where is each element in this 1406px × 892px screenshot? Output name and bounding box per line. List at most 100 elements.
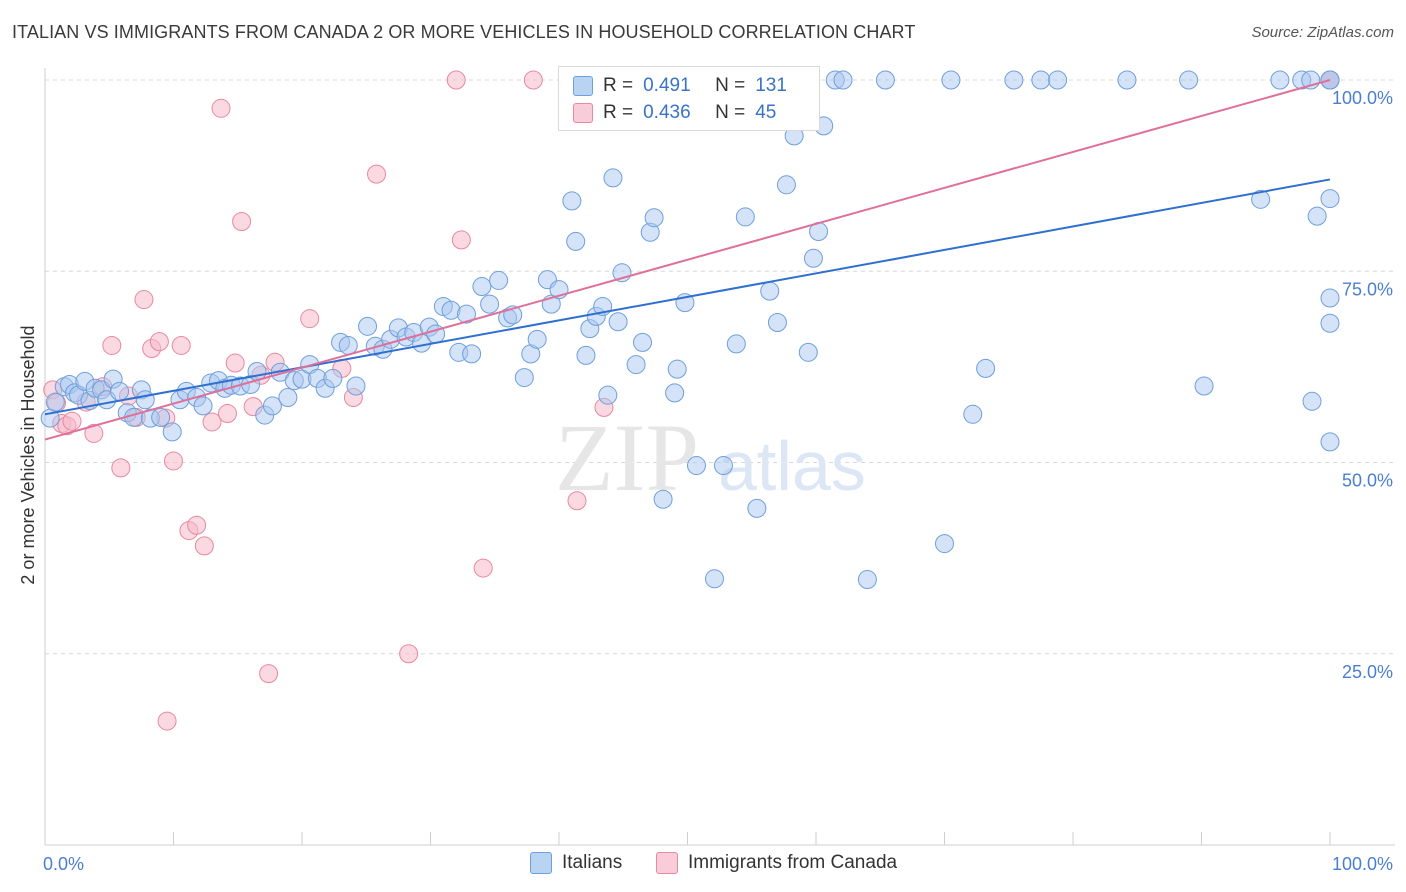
- italians-trend-line: [44, 178, 1331, 416]
- italians-point: [1307, 206, 1327, 226]
- italians-point: [480, 294, 500, 314]
- italians-point: [803, 248, 823, 268]
- italians-point: [110, 381, 130, 401]
- italians-point: [941, 70, 961, 90]
- watermark: ZIP atlas: [555, 404, 866, 511]
- trend-lines: [44, 79, 1331, 441]
- source-label: Source: ZipAtlas.com: [1251, 24, 1394, 41]
- italians-point: [776, 175, 796, 195]
- italians-point: [665, 383, 685, 403]
- italians-point: [162, 422, 182, 442]
- legend-n-value: 131: [755, 75, 787, 96]
- italians-point: [935, 534, 954, 554]
- italians-point: [1179, 70, 1199, 90]
- italians-point: [767, 313, 787, 333]
- y-tick-label: 100.0%: [1332, 88, 1393, 108]
- immigrants-point: [232, 212, 252, 232]
- legend-n-value: 45: [755, 102, 777, 123]
- legend-swatch-italians: [573, 76, 593, 96]
- legend-item-immigrants: Immigrants from Canada: [656, 852, 897, 874]
- italians-point: [857, 570, 877, 590]
- italians-point: [608, 312, 628, 332]
- immigrants-point: [134, 290, 154, 310]
- legend-r-value: 0.436: [643, 102, 691, 123]
- italians-point: [735, 207, 755, 227]
- immigrants-point: [523, 70, 543, 90]
- legend-r-label: R =: [603, 102, 634, 123]
- watermark-atlas: atlas: [718, 427, 866, 505]
- italians-point: [1048, 70, 1068, 90]
- italians-point: [726, 334, 746, 354]
- legend-label-immigrants: Immigrants from Canada: [688, 852, 898, 873]
- x-tick-label: 0.0%: [43, 854, 84, 874]
- immigrants-trend-line: [44, 79, 1331, 441]
- italians-point: [1194, 376, 1214, 396]
- series-italians-points: [40, 70, 1340, 590]
- italians-point: [278, 387, 298, 407]
- italians-point: [472, 277, 492, 297]
- italians-point: [462, 344, 482, 364]
- italians-point: [1251, 189, 1271, 209]
- italians-point: [713, 456, 733, 476]
- legend-r-label: R =: [603, 75, 634, 96]
- immigrants-point: [567, 491, 587, 511]
- immigrants-point: [157, 711, 177, 731]
- italians-point: [193, 396, 213, 416]
- immigrants-point: [225, 353, 245, 373]
- italians-point: [358, 316, 378, 336]
- immigrants-point: [473, 558, 493, 578]
- immigrants-point: [217, 404, 237, 424]
- legend-row-immigrants: R = 0.436 N = 45: [573, 101, 776, 125]
- italians-point: [346, 376, 366, 396]
- italians-point: [151, 407, 171, 427]
- immigrants-point: [84, 423, 104, 443]
- italians-point: [566, 231, 586, 251]
- italians-point: [626, 355, 646, 375]
- legend-swatch-immigrants: [656, 852, 678, 874]
- immigrants-point: [259, 664, 279, 684]
- italians-point: [747, 498, 767, 518]
- italians-point: [633, 332, 653, 352]
- italians-point: [1302, 391, 1322, 411]
- immigrants-point: [187, 515, 207, 535]
- x-tick-label: 100.0%: [1332, 854, 1393, 874]
- legend-n-label: N =: [715, 75, 746, 96]
- italians-point: [456, 304, 476, 324]
- italians-point: [135, 390, 155, 410]
- immigrants-point: [149, 332, 169, 352]
- italians-point: [338, 335, 358, 355]
- immigrants-point: [399, 644, 419, 664]
- italians-point: [875, 70, 895, 90]
- italians-point: [527, 329, 547, 349]
- tick-labels: 25.0% 50.0% 75.0% 100.0% 0.0% 100.0%: [43, 88, 1393, 874]
- italians-point: [598, 385, 618, 405]
- italians-point: [760, 281, 780, 301]
- italians-point: [963, 404, 983, 424]
- italians-point: [1320, 432, 1340, 452]
- italians-point: [1117, 70, 1137, 90]
- immigrants-point: [102, 335, 122, 355]
- italians-point: [1270, 70, 1290, 90]
- italians-point: [833, 70, 853, 90]
- immigrants-point: [451, 230, 471, 250]
- italians-point: [576, 345, 596, 365]
- y-axis-label: 2 or more Vehicles in Household: [18, 325, 38, 584]
- y-tick-label: 75.0%: [1342, 279, 1393, 299]
- italians-point: [798, 342, 818, 362]
- italians-point: [1004, 70, 1024, 90]
- italians-point: [686, 456, 706, 476]
- immigrants-point: [202, 412, 222, 432]
- immigrants-point: [111, 458, 131, 478]
- italians-point: [667, 359, 687, 379]
- italians-point: [704, 569, 724, 589]
- legend-n-label: N =: [715, 102, 746, 123]
- italians-point: [1320, 288, 1340, 308]
- legend-label-italians: Italians: [562, 852, 623, 873]
- series-legend: Italians Immigrants from Canada: [0, 850, 1406, 878]
- italians-point: [1320, 189, 1340, 209]
- italians-point: [644, 208, 664, 228]
- series-immigrants-points: [43, 70, 1340, 731]
- italians-point: [562, 191, 582, 211]
- y-tick-label: 50.0%: [1342, 471, 1393, 491]
